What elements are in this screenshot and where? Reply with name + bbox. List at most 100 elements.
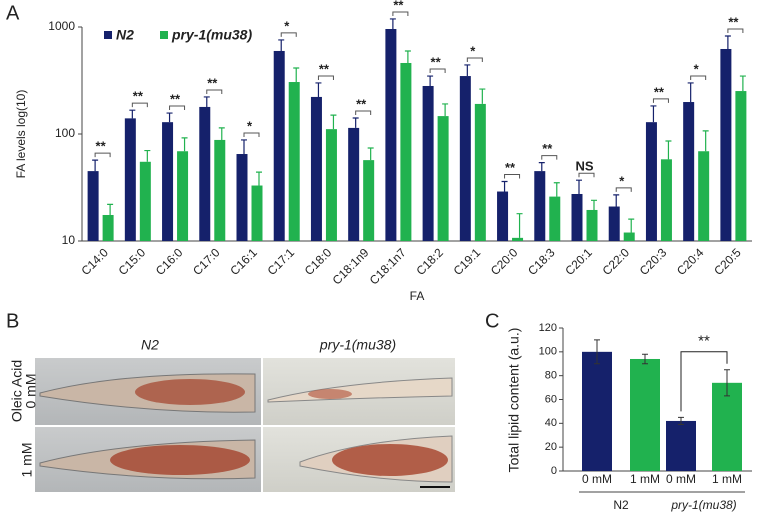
x-tick-label: C18:1n9: [330, 245, 372, 287]
significance-bracket: [680, 351, 728, 412]
significance-label: *: [470, 43, 476, 58]
bar: [422, 85, 434, 241]
significance-bracket: [355, 110, 372, 116]
error-bar: [678, 416, 684, 426]
error-bar: [501, 180, 508, 192]
error-bar: [702, 130, 709, 152]
x-tick-label: C20:4: [674, 245, 707, 278]
bar: [236, 154, 248, 241]
error-bar: [724, 35, 731, 49]
row-label: 1 mM: [19, 443, 35, 478]
y-tick-label: 0: [551, 465, 557, 477]
significance-bracket: [392, 11, 409, 16]
y-axis-label: Total lipid content (a.u.): [506, 328, 522, 473]
significance-bracket: [578, 172, 595, 178]
significance-label: *: [247, 118, 253, 133]
error-bar: [642, 353, 648, 365]
error-bar: [389, 18, 396, 29]
y-tick-label: 20: [545, 441, 557, 453]
y-tick-label: 120: [539, 322, 557, 334]
error-bar: [650, 105, 657, 123]
error-bar: [404, 50, 411, 63]
bar: [582, 351, 612, 471]
x-tick-label: C20:3: [637, 245, 670, 278]
significance-bracket: [317, 75, 334, 80]
legend-label: N2: [116, 27, 134, 43]
error-bar: [315, 82, 322, 97]
x-tick-label: C20:1: [562, 245, 595, 278]
error-bar: [479, 88, 486, 104]
significance-label: **: [542, 141, 553, 156]
bar: [534, 171, 546, 241]
significance-label: **: [728, 14, 739, 29]
bar: [571, 193, 583, 241]
error-bar: [107, 203, 114, 215]
bar: [712, 382, 742, 471]
x-tick-label: 1 mM: [630, 472, 660, 486]
significance-label: *: [619, 173, 625, 188]
x-tick-label: C19:1: [451, 245, 484, 278]
bar: [623, 232, 635, 241]
error-bar: [576, 179, 582, 194]
error-bar: [724, 369, 730, 397]
significance-bracket: [94, 152, 111, 158]
x-tick-label: C18:2: [413, 245, 446, 278]
error-bar: [129, 109, 136, 119]
bar: [102, 214, 114, 241]
x-tick-label: 1 mM: [712, 472, 742, 486]
significance-bracket: [690, 75, 707, 80]
error-bar: [330, 114, 337, 130]
bar: [720, 48, 732, 242]
significance-label: **: [654, 84, 665, 99]
x-tick-label: C18:0: [302, 245, 335, 278]
x-tick-label: C20:5: [711, 245, 744, 278]
significance-bracket: [615, 187, 632, 192]
significance-bracket: [131, 102, 148, 108]
x-axis-label: FA: [410, 289, 425, 303]
error-bar: [203, 96, 210, 107]
significance-label: **: [505, 160, 516, 175]
error-bar: [442, 103, 449, 117]
significance-label: **: [431, 54, 442, 69]
significance-bracket: [206, 89, 223, 94]
error-bar: [628, 218, 635, 233]
bar: [325, 129, 337, 241]
bar: [666, 420, 696, 471]
stain: [332, 444, 448, 476]
bar: [363, 160, 375, 241]
error-bar: [352, 117, 359, 128]
column-label: N2: [141, 337, 159, 353]
row-label: 0 mM: [23, 374, 39, 409]
bar: [683, 102, 695, 241]
error-bar: [553, 182, 560, 197]
significance-bracket: [652, 98, 669, 103]
bar: [139, 161, 151, 241]
error-bar: [367, 147, 374, 161]
bar: [288, 82, 300, 242]
significance-bracket: [727, 28, 744, 33]
panel-label: B: [6, 310, 19, 332]
error-bar: [687, 82, 694, 103]
bar: [630, 358, 660, 471]
significance-label: **: [207, 75, 218, 90]
significance-label: *: [284, 18, 290, 33]
bar: [735, 91, 747, 241]
x-tick-label: C22:0: [600, 245, 633, 278]
significance-bracket: [243, 132, 260, 137]
stain: [308, 389, 352, 399]
x-tick-label: C16:0: [153, 245, 186, 278]
legend-swatch: [160, 31, 168, 39]
group-label: pry-1(mu38): [670, 498, 736, 512]
significance-bracket: [504, 173, 521, 179]
y-tick-label: 100: [539, 346, 557, 358]
significance-bracket: [280, 32, 297, 37]
bar: [310, 96, 322, 241]
error-bar: [166, 112, 173, 123]
bar: [645, 122, 657, 241]
bar: [474, 103, 486, 241]
stain: [110, 445, 250, 475]
significance-bracket: [466, 57, 483, 62]
significance-label: **: [698, 333, 710, 350]
error-bar: [591, 199, 597, 210]
